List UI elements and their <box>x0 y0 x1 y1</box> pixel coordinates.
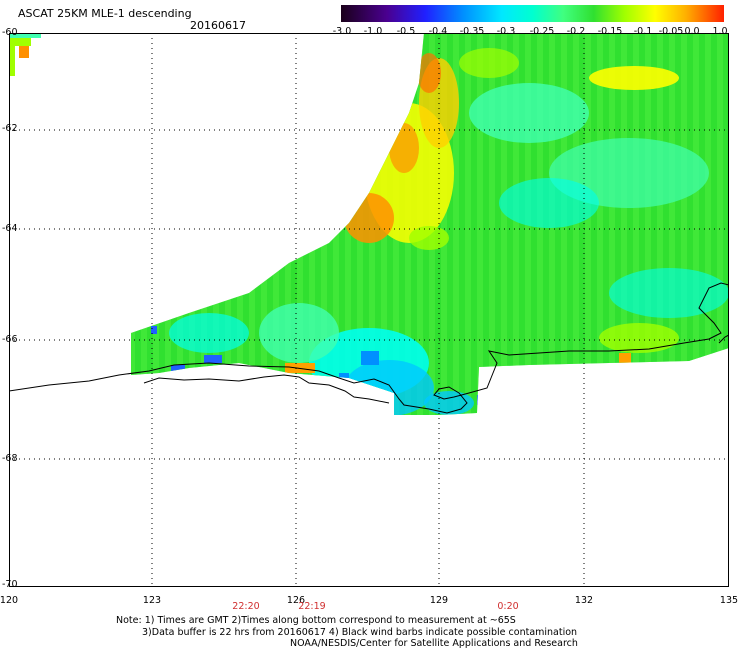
lat-label: -70 <box>2 579 18 590</box>
lat-label: -64 <box>2 223 18 234</box>
colorbar-label: 1.0 <box>712 26 728 37</box>
colorbar-label: -3.0 <box>332 26 352 37</box>
time-label: 22:19 <box>298 601 326 612</box>
colorbar-label: -0.4 <box>428 26 448 37</box>
swath-data <box>131 33 729 415</box>
colorbar-label: -0.5 <box>396 26 416 37</box>
lon-label: 135 <box>719 595 739 606</box>
map-frame <box>9 33 729 587</box>
swath-corner-patch <box>9 33 41 76</box>
colorbar-labels: -3.0 -1.0 -0.5 -0.4 -0.35 -0.3 -0.25 -0.… <box>330 26 730 38</box>
coastline-inner <box>143 374 390 404</box>
lon-label: 132 <box>574 595 594 606</box>
lat-label: -68 <box>2 453 18 464</box>
note-line-1: Note: 1) Times are GMT 2)Times along bot… <box>116 615 516 626</box>
coastline <box>9 282 729 414</box>
lat-label: -62 <box>2 123 18 134</box>
colorbar-label: -0.3 <box>496 26 516 37</box>
colorbar-label: -0.35 <box>459 26 485 37</box>
colorbar-label: 0.0 <box>684 26 700 37</box>
graticule <box>9 33 729 587</box>
colorbar <box>341 5 724 22</box>
lat-label: -60 <box>2 27 18 38</box>
colorbar-label: -0.25 <box>529 26 555 37</box>
lon-label: 129 <box>429 595 449 606</box>
time-label: 22:20 <box>232 601 260 612</box>
colorbar-label: -0.05 <box>658 26 684 37</box>
map-title: ASCAT 25KM MLE-1 descending <box>18 7 192 20</box>
lon-label: 120 <box>0 595 19 606</box>
note-line-3: NOAA/NESDIS/Center for Satellite Applica… <box>290 638 578 649</box>
map-date: 20160617 <box>190 19 246 32</box>
colorbar-gradient <box>341 5 724 22</box>
wind-map <box>9 33 729 587</box>
colorbar-label: -0.15 <box>597 26 623 37</box>
colorbar-label: -1.0 <box>363 26 383 37</box>
colorbar-label: -0.2 <box>566 26 586 37</box>
lon-label: 126 <box>286 595 306 606</box>
note-line-2: 3)Data buffer is 22 hrs from 20160617 4)… <box>142 627 578 638</box>
colorbar-label: -0.1 <box>633 26 653 37</box>
time-label: 0:20 <box>497 601 519 612</box>
lon-label: 123 <box>142 595 162 606</box>
lat-label: -66 <box>2 334 18 345</box>
coastline-east <box>718 334 729 344</box>
